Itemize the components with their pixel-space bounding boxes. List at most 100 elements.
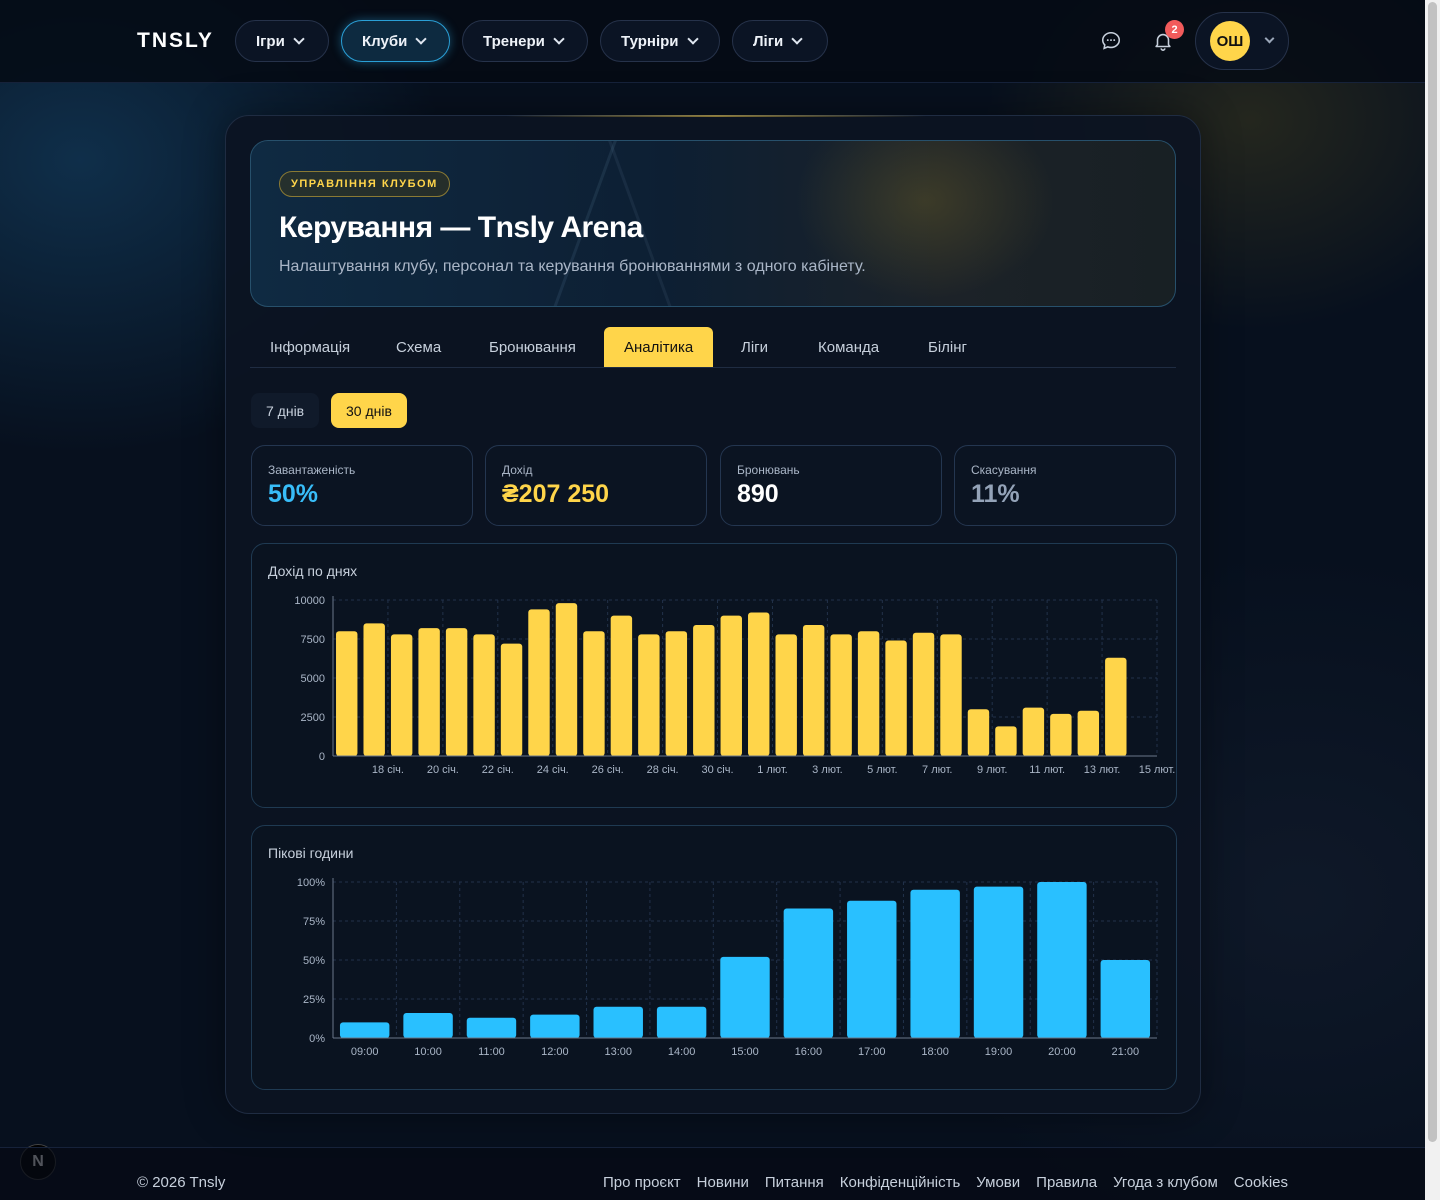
chevron-down-icon bbox=[553, 32, 565, 45]
stat-label: Дохід bbox=[502, 463, 533, 477]
peak-hours-chart-panel: Пікові години 0% 25% 50% 75% 100% 09:00 10:00 1… bbox=[251, 825, 1177, 1090]
notifications-button[interactable] bbox=[1150, 28, 1176, 54]
scrollbar[interactable] bbox=[1425, 0, 1440, 1200]
y-tick-label: 5000 bbox=[301, 673, 325, 685]
x-tick-label: 20 січ. bbox=[427, 764, 459, 776]
tab-team[interactable]: Команда bbox=[818, 338, 880, 356]
x-tick-label: 26 січ. bbox=[592, 764, 624, 776]
tab-info[interactable]: Інформація bbox=[270, 338, 351, 356]
bar bbox=[1077, 710, 1100, 756]
bar bbox=[555, 603, 578, 756]
x-tick-label: 13 лют. bbox=[1084, 764, 1121, 776]
footer-link-faq[interactable]: Питання bbox=[764, 1174, 824, 1191]
chart-title: Дохід по днях bbox=[268, 563, 358, 579]
footer-link-terms[interactable]: Умови bbox=[976, 1174, 1021, 1191]
chevron-down-icon bbox=[415, 32, 427, 45]
x-tick-label: 3 лют. bbox=[812, 764, 842, 776]
y-tick-label: 100% bbox=[297, 877, 325, 889]
x-tick-label: 09:00 bbox=[351, 1046, 379, 1058]
nav-leagues-label: Ліги bbox=[753, 32, 784, 50]
bar bbox=[940, 634, 962, 756]
range-7-days-button[interactable]: 7 днів bbox=[251, 393, 320, 428]
footer-link-news[interactable]: Новини bbox=[696, 1174, 749, 1191]
bar bbox=[995, 726, 1017, 756]
notification-count-badge: 2 bbox=[1165, 20, 1184, 39]
stat-value: 890 bbox=[737, 480, 779, 508]
bar bbox=[693, 624, 715, 756]
bar bbox=[720, 615, 742, 756]
bar bbox=[967, 709, 990, 756]
chevron-down-icon bbox=[686, 32, 699, 45]
nav-clubs-label: Клуби bbox=[362, 32, 408, 50]
scrollbar-thumb[interactable] bbox=[1428, 2, 1437, 1142]
bar bbox=[638, 634, 660, 756]
bar bbox=[910, 889, 960, 1038]
x-tick-label: 16:00 bbox=[795, 1046, 823, 1058]
chart-title: Пікові години bbox=[268, 845, 354, 861]
y-tick-label: 75% bbox=[303, 916, 325, 928]
nav-coaches-button[interactable]: Тренери bbox=[462, 20, 588, 62]
bar bbox=[1100, 960, 1151, 1038]
management-tabs: Інформація Схема Бронювання Аналітика Лі… bbox=[250, 327, 1176, 368]
footer-link-club-agreement[interactable]: Угода з клубом bbox=[1113, 1174, 1218, 1191]
chat-icon bbox=[1101, 31, 1121, 50]
x-tick-label: 13:00 bbox=[604, 1046, 632, 1058]
bar bbox=[1037, 882, 1087, 1038]
footer-link-about[interactable]: Про проєкт bbox=[602, 1174, 681, 1191]
x-tick-label: 5 лют. bbox=[867, 764, 897, 776]
footer-links: Про проєкт Новини Питання Конфіденційніс… bbox=[603, 1174, 1288, 1191]
x-tick-label: 14:00 bbox=[668, 1046, 696, 1058]
bar bbox=[500, 643, 523, 756]
x-tick-label: 11:00 bbox=[478, 1046, 505, 1058]
user-menu-button[interactable]: ОШ bbox=[1195, 12, 1289, 70]
tab-analytics[interactable]: Аналітика bbox=[604, 327, 714, 367]
bar bbox=[610, 615, 633, 756]
page-title: Керування — Tnsly Arena bbox=[279, 211, 643, 244]
hero-glow bbox=[795, 141, 1055, 301]
tab-layout[interactable]: Схема bbox=[396, 338, 442, 356]
footer-link-rules[interactable]: Правила bbox=[1036, 1174, 1098, 1191]
messages-button[interactable] bbox=[1098, 28, 1124, 54]
nav-games-label: Ігри bbox=[256, 32, 285, 50]
revenue-bar-chart: 0 2500 5000 7500 10000 18 січ. 20 січ. 22 січ. 2… bbox=[294, 595, 1176, 776]
bar bbox=[1050, 713, 1072, 756]
range-30-days-button[interactable]: 30 днів bbox=[331, 393, 407, 428]
section-badge: УПРАВЛІННЯ КЛУБОМ bbox=[279, 171, 450, 197]
tab-leagues[interactable]: Ліги bbox=[741, 338, 769, 356]
stat-card-bookings: Бронювань 890 bbox=[720, 445, 942, 526]
y-tick-label: 2500 bbox=[301, 712, 325, 724]
x-tick-label: 10:00 bbox=[414, 1046, 442, 1058]
bar bbox=[363, 623, 385, 756]
hero-banner: УПРАВЛІННЯ КЛУБОМ Керування — Tnsly Aren… bbox=[250, 140, 1176, 307]
y-tick-label: 10000 bbox=[294, 595, 325, 607]
x-tick-label: 11 лют. bbox=[1029, 764, 1065, 776]
tab-billing[interactable]: Білінг bbox=[928, 338, 968, 356]
x-tick-label: 20:00 bbox=[1048, 1046, 1076, 1058]
x-tick-label: 12:00 bbox=[541, 1046, 569, 1058]
footer-link-cookies[interactable]: Cookies bbox=[1233, 1174, 1288, 1191]
x-tick-label: 17:00 bbox=[858, 1046, 886, 1058]
bar bbox=[445, 628, 468, 756]
stat-value: ₴207 250 bbox=[502, 480, 610, 508]
bar bbox=[1022, 707, 1045, 756]
nav-clubs-button[interactable]: Клуби bbox=[341, 20, 450, 62]
footer-link-privacy[interactable]: Конфіденційність bbox=[839, 1174, 961, 1191]
bar bbox=[418, 628, 440, 756]
x-tick-label: 1 лют. bbox=[757, 764, 787, 776]
avatar: ОШ bbox=[1210, 21, 1250, 61]
nav-tournaments-button[interactable]: Турніри bbox=[600, 20, 720, 62]
bar bbox=[656, 1006, 707, 1038]
club-management-card: УПРАВЛІННЯ КЛУБОМ Керування — Tnsly Aren… bbox=[225, 115, 1201, 1114]
bar bbox=[528, 609, 550, 756]
bar bbox=[473, 634, 495, 756]
y-tick-label: 0 bbox=[319, 751, 325, 763]
bar bbox=[857, 631, 880, 756]
nav-coaches-label: Тренери bbox=[483, 32, 545, 50]
nav-games-button[interactable]: Ігри bbox=[235, 20, 329, 62]
x-tick-label: 15 лют. bbox=[1139, 764, 1176, 776]
bell-icon bbox=[1155, 33, 1171, 51]
tab-bookings[interactable]: Бронювання bbox=[489, 338, 576, 356]
nav-leagues-button[interactable]: Ліги bbox=[732, 20, 828, 62]
logo[interactable]: TNSLY bbox=[137, 29, 214, 52]
stat-value: 50% bbox=[268, 480, 319, 508]
